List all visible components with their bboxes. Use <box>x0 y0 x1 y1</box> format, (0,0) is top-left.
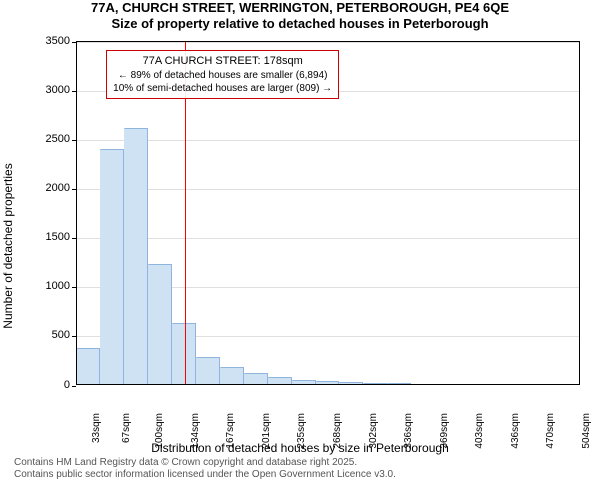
y-tick-label: 2000 <box>46 182 70 194</box>
x-tick-labels-container: 33sqm67sqm100sqm134sqm167sqm201sqm235sqm… <box>76 387 580 443</box>
bar <box>196 357 220 384</box>
chart-title-line2: Size of property relative to detached ho… <box>0 16 600 32</box>
chart-title-line1: 77A, CHURCH STREET, WERRINGTON, PETERBOR… <box>0 0 600 16</box>
bar <box>148 264 172 385</box>
y-tick-label: 3500 <box>46 35 70 47</box>
footnote-1: Contains HM Land Registry data © Crown c… <box>14 457 586 470</box>
annotation-line-larger: 10% of semi-detached houses are larger (… <box>113 82 332 95</box>
bar <box>100 149 124 384</box>
plot-area: 77A CHURCH STREET: 178sqm← 89% of detach… <box>76 41 580 385</box>
plot-inner: 77A CHURCH STREET: 178sqm← 89% of detach… <box>76 42 579 385</box>
x-tick-label: 504sqm <box>581 413 600 449</box>
annotation-title: 77A CHURCH STREET: 178sqm <box>113 54 332 68</box>
annotation-box: 77A CHURCH STREET: 178sqm← 89% of detach… <box>106 50 339 99</box>
y-tick-label: 500 <box>52 329 70 341</box>
footnotes: Contains HM Land Registry data © Crown c… <box>14 457 586 482</box>
bar <box>124 128 148 385</box>
bar <box>220 367 244 385</box>
chart-container: 77A, CHURCH STREET, WERRINGTON, PETERBOR… <box>0 0 600 500</box>
y-tick-label: 3000 <box>46 84 70 96</box>
y-ticks-container: 0 500 1000 1500 2000 2500 3000 3500 <box>34 35 74 443</box>
y-tick-label: 0 <box>64 379 70 391</box>
footnote-2: Contains public sector information licen… <box>14 469 586 482</box>
y-axis-label: Number of detached properties <box>1 163 15 328</box>
annotation-line-smaller: ← 89% of detached houses are smaller (6,… <box>113 69 332 82</box>
plot-outer: Number of detached properties 0500100015… <box>14 35 586 443</box>
axis-left-line <box>76 42 77 385</box>
bar <box>76 348 100 384</box>
y-tick-label: 2500 <box>46 133 70 145</box>
y-tick-label: 1000 <box>46 280 70 292</box>
axis-bottom-line <box>76 384 579 385</box>
y-tick-label: 1500 <box>46 231 70 243</box>
